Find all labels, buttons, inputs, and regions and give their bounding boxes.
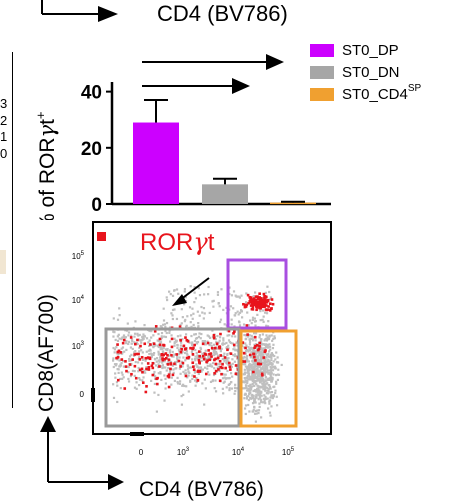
legend-swatch-cd4sp bbox=[310, 87, 334, 101]
top-xaxis-label: CD4 (BV786) bbox=[157, 1, 288, 26]
bar-chart: % of RORγt+ 0 20 40 bbox=[33, 54, 331, 220]
axis-arrowhead-up bbox=[40, 416, 56, 432]
left-fragment-tick: 3 bbox=[0, 96, 8, 111]
flow-y-tick-label: 104 bbox=[72, 295, 85, 305]
left-panel-fragment bbox=[0, 52, 13, 408]
flow-ylabel: CD8(AF700) bbox=[35, 294, 58, 412]
left-fragment-tick: 1 bbox=[0, 129, 8, 144]
x-axis-event-mark bbox=[130, 432, 144, 436]
bar bbox=[270, 202, 316, 205]
decor-arrowhead-lower bbox=[232, 78, 250, 94]
roryt-overlay-label: RORγt bbox=[140, 228, 215, 256]
legend-item-cd4sp: ST0_CD4 SP bbox=[310, 83, 422, 103]
legend-swatch-dn bbox=[310, 65, 334, 79]
bar-chart-ylabel: % of RORγt+ bbox=[33, 111, 59, 220]
left-fragment-tick: 0 bbox=[0, 145, 8, 161]
legend-swatch-dp bbox=[310, 43, 334, 57]
bar bbox=[202, 184, 248, 204]
left-fragment-smudge bbox=[0, 250, 6, 274]
legend-item-dn: ST0_DN bbox=[310, 63, 400, 81]
annotation-arrow bbox=[179, 277, 210, 301]
gate-cd4sp bbox=[239, 329, 298, 428]
flow-x-tick-label: 105 bbox=[282, 447, 295, 457]
legend-label-dn: ST0_DN bbox=[342, 63, 400, 81]
left-fragment-tick: 2 bbox=[0, 112, 8, 128]
axis-arrowhead-right bbox=[108, 474, 124, 490]
flow-xlabel: CD4 (BV786) bbox=[139, 478, 264, 501]
annotation-arrowhead bbox=[172, 294, 187, 306]
bar bbox=[133, 122, 179, 204]
y-axis-event-mark bbox=[91, 388, 95, 402]
flow-x-tick-label: 0 bbox=[139, 448, 144, 457]
flow-y-tick-label: 0 bbox=[80, 390, 85, 399]
roryt-marker bbox=[97, 232, 106, 241]
gate-dn bbox=[104, 327, 241, 428]
decor-arrowhead-upper bbox=[266, 54, 284, 70]
flow-x-tick-label: 104 bbox=[232, 447, 245, 457]
bar-y-tick-label: 0 bbox=[91, 195, 102, 216]
legend-label-dp: ST0_DP bbox=[342, 41, 399, 59]
bar-y-tick-label: 20 bbox=[81, 139, 102, 160]
legend-item-dp: ST0_DP bbox=[310, 41, 399, 59]
top-arrow-graphic bbox=[41, 0, 118, 22]
legend-label-cd4sp: ST0_CD4 bbox=[342, 85, 408, 103]
flow-x-tick-label: 103 bbox=[177, 447, 190, 457]
flow-y-tick-label: 103 bbox=[72, 341, 85, 351]
flow-dots bbox=[112, 285, 283, 423]
legend-label-cd4sp-sup: SP bbox=[407, 83, 422, 94]
left-fragment-ticks: 3 2 1 0 bbox=[0, 96, 7, 162]
flow-y-tick-label: 105 bbox=[72, 251, 85, 261]
gate-dp bbox=[226, 258, 288, 330]
bar-y-tick-label: 40 bbox=[81, 83, 102, 104]
